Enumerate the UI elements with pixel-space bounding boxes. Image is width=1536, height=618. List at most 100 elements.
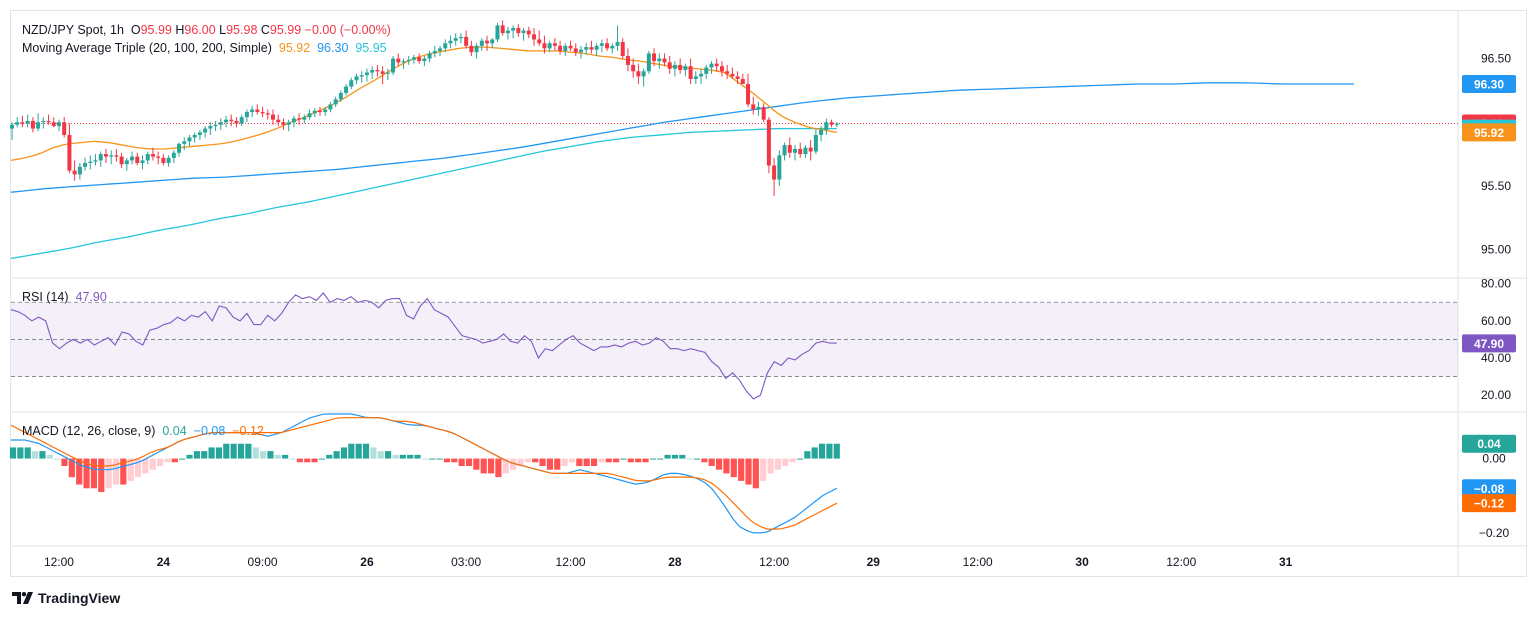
candle-body [109,155,114,157]
macd-histogram-bar [421,458,428,460]
macd-histogram-bar [627,458,634,463]
close-value: 95.99 [269,23,302,37]
macd-histogram-bar [90,458,97,489]
candle-body [213,124,218,127]
candle-body [281,122,286,125]
macd-histogram-bar [201,451,208,459]
macd-histogram-bar [24,447,31,459]
candle-body [777,155,782,180]
candle-body [813,134,818,152]
macd-histogram-bar [46,454,53,459]
macd-histogram-bar [583,458,590,466]
macd-histogram-bar [539,458,546,466]
macd-histogram-bar [83,458,90,489]
candle-body [385,72,390,74]
macd-histogram-bar [826,443,833,459]
candle-body [203,128,208,133]
candle-body [453,38,458,41]
macd-histogram-bar [811,447,818,459]
low-value: 95.98 [226,23,258,37]
macd-histogram-bar [120,458,127,485]
macd-histogram-bar [752,458,759,489]
candle-body [746,84,751,105]
candle-body [338,92,343,100]
macd-histogram-bar [789,458,796,463]
macd-histogram-bar [429,458,436,460]
candle-body [333,99,338,105]
high-label: H [175,23,185,37]
ma-legend[interactable]: Moving Average Triple (20, 100, 200, Sim… [22,41,387,55]
macd-histogram-bar [642,458,649,463]
candle-body [239,117,244,124]
candle-body [578,49,583,53]
macd-histogram-bar [502,458,509,474]
macd-signal-line [10,417,838,530]
time-tick-label: 28 [668,555,682,569]
candle-body [286,122,291,125]
macd-histogram-bar [105,458,112,489]
macd-histogram-bar [738,458,745,481]
macd-histogram-bar [796,458,804,460]
candle-body [704,67,709,74]
ma100-line [10,82,1354,193]
macd-histogram-bar [355,443,362,459]
candle-body [10,124,14,129]
candle-body [119,156,124,165]
candle-body [20,122,25,124]
candle-body [662,58,667,63]
candle-body [46,120,51,123]
candle-body [542,43,547,49]
candle-body [229,119,234,121]
candle-body [672,64,677,69]
rsi-tick-label: 20.00 [1481,388,1511,402]
macd-histogram-bar [458,458,465,466]
candle-body [218,122,223,125]
candle-body [683,66,688,71]
candle-body [719,66,724,72]
candle-body [130,156,135,161]
macd-histogram-bar [804,451,811,459]
macd-title: MACD (12, 26, close, 9) [22,424,156,438]
candle-body [751,104,756,110]
candle-body [819,129,824,135]
candle-body [772,165,777,180]
time-tick-label: 29 [867,555,881,569]
macd-histogram-bar [385,451,392,459]
candle-body [740,78,745,85]
macd-histogram-bar [767,458,774,474]
macd-histogram-bar [679,454,686,459]
candle-body [197,132,202,135]
candle-body [458,36,463,39]
candle-body [636,71,641,77]
candle-body [72,170,77,175]
price-tick-label: 95.50 [1481,179,1511,193]
candle-body [271,114,275,120]
symbol-title[interactable]: NZD/JPY Spot, 1h [22,23,124,37]
time-tick-label: 26 [360,555,374,569]
time-tick-label: 09:00 [248,555,278,569]
candle-body [41,120,46,123]
candle-body [192,134,197,138]
candle-body [657,58,662,62]
price-tick-label: 96.50 [1481,52,1511,66]
rsi-legend[interactable]: RSI (14) 47.90 [22,290,107,304]
candle-body [464,36,469,46]
macd-histogram-bar [487,458,495,474]
macd-tick-label: −0.20 [1479,526,1510,540]
macd-histogram-bar [392,454,399,459]
macd-histogram-bar [561,458,568,466]
candle-body [605,43,610,49]
candle-body [438,48,443,51]
candle-body [406,59,411,62]
tradingview-logo[interactable]: TradingView [12,590,120,606]
candle-body [725,71,730,74]
macd-histogram-bar [818,443,826,459]
candle-body [693,76,698,79]
macd-histogram-bar [289,458,296,460]
rsi-line [10,292,837,400]
macd-legend[interactable]: MACD (12, 26, close, 9) 0.04 −0.08 −0.12 [22,424,264,438]
macd-histogram-bar [157,458,164,466]
candle-body [563,45,568,51]
candle-body [187,137,192,142]
